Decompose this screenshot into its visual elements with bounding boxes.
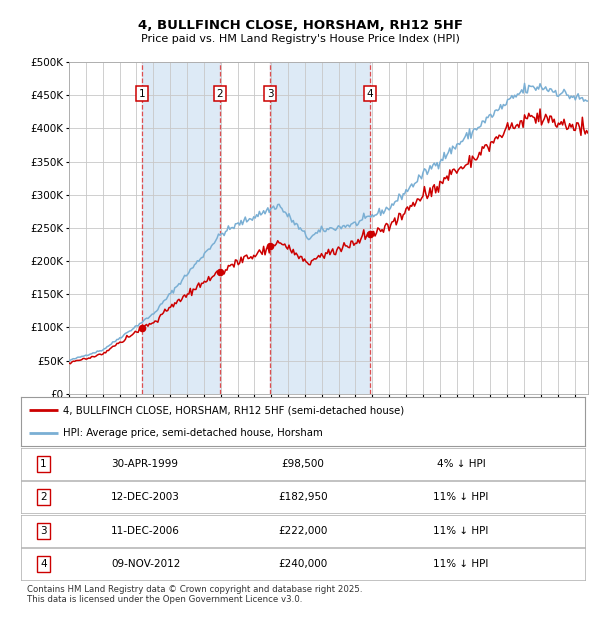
Text: 4% ↓ HPI: 4% ↓ HPI [437,459,485,469]
Text: 2: 2 [40,492,47,502]
Text: 4: 4 [40,559,47,569]
Text: 4, BULLFINCH CLOSE, HORSHAM, RH12 5HF (semi-detached house): 4, BULLFINCH CLOSE, HORSHAM, RH12 5HF (s… [64,405,404,415]
Text: 12-DEC-2003: 12-DEC-2003 [111,492,180,502]
Text: Price paid vs. HM Land Registry's House Price Index (HPI): Price paid vs. HM Land Registry's House … [140,34,460,44]
Text: 11-DEC-2006: 11-DEC-2006 [111,526,180,536]
Text: 09-NOV-2012: 09-NOV-2012 [111,559,181,569]
Text: £98,500: £98,500 [281,459,325,469]
Text: HPI: Average price, semi-detached house, Horsham: HPI: Average price, semi-detached house,… [64,428,323,438]
Text: £240,000: £240,000 [278,559,328,569]
Text: 2: 2 [217,89,223,99]
Text: 3: 3 [267,89,274,99]
Text: 1: 1 [40,459,47,469]
Bar [271,62,370,394]
Bar [142,62,220,394]
Text: 11% ↓ HPI: 11% ↓ HPI [433,559,488,569]
Text: 3: 3 [40,526,47,536]
Text: £182,950: £182,950 [278,492,328,502]
Text: £222,000: £222,000 [278,526,328,536]
Text: 11% ↓ HPI: 11% ↓ HPI [433,526,488,536]
Text: 11% ↓ HPI: 11% ↓ HPI [433,492,488,502]
Text: Contains HM Land Registry data © Crown copyright and database right 2025.
This d: Contains HM Land Registry data © Crown c… [27,585,362,604]
Text: 30-APR-1999: 30-APR-1999 [111,459,178,469]
Text: 4, BULLFINCH CLOSE, HORSHAM, RH12 5HF: 4, BULLFINCH CLOSE, HORSHAM, RH12 5HF [137,19,463,32]
Text: 1: 1 [139,89,145,99]
Text: 4: 4 [367,89,373,99]
